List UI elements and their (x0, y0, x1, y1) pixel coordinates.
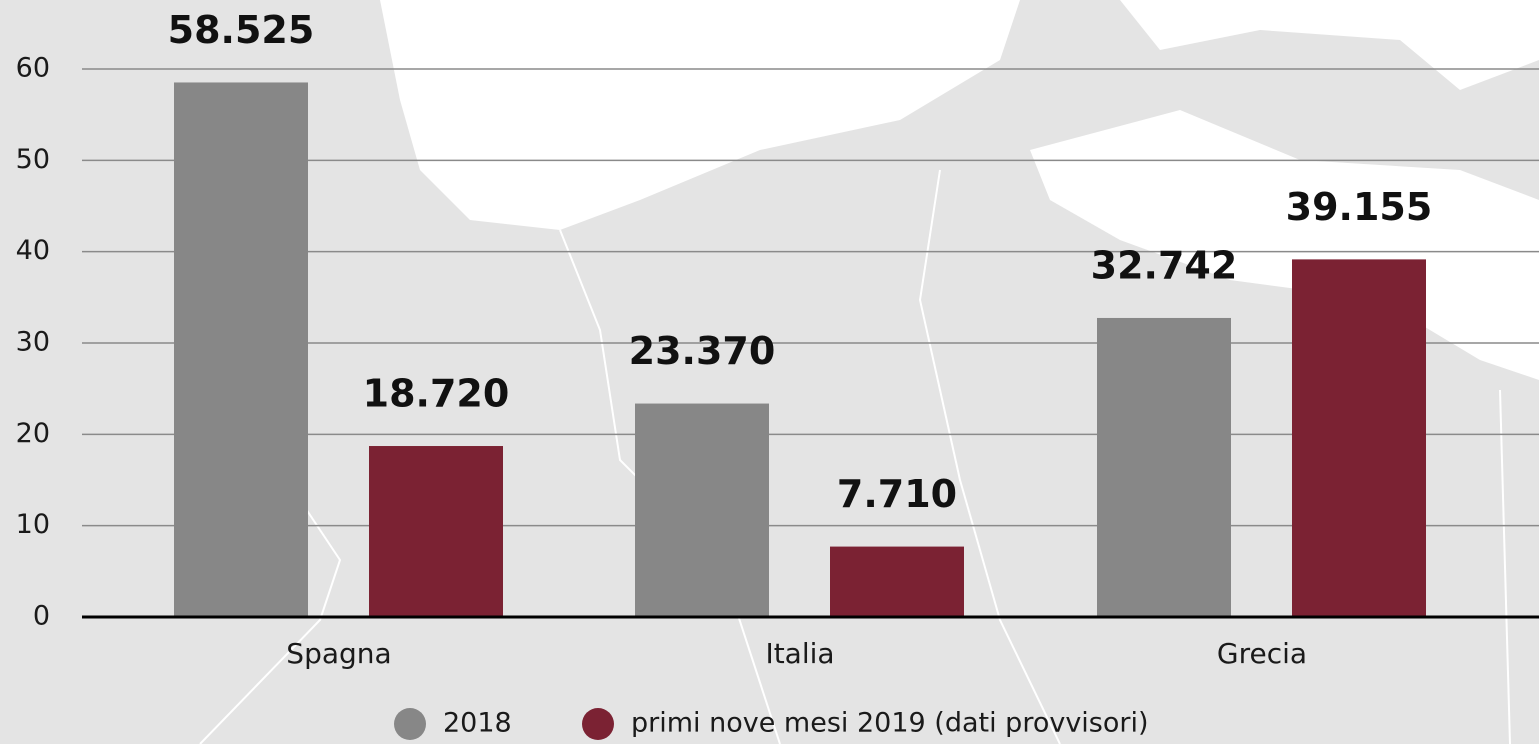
legend-swatch (582, 708, 614, 740)
value-label: 7.710 (837, 472, 957, 516)
y-tick-label: 40 (16, 235, 50, 266)
legend-label: 2018 (443, 708, 512, 739)
map-borders (199, 169, 1511, 744)
bar (1097, 317, 1231, 617)
legend-swatch (394, 708, 426, 740)
x-tick-label: Italia (765, 637, 834, 670)
x-tick-label: Spagna (286, 637, 391, 670)
y-tick-label: 50 (16, 144, 50, 175)
y-tick-label: 60 (16, 53, 50, 84)
x-tick-label: Grecia (1217, 637, 1307, 670)
y-tick-label: 20 (16, 418, 50, 449)
legend-label: primi nove mesi 2019 (dati provvisori) (631, 708, 1149, 739)
value-label: 58.525 (168, 8, 315, 52)
bar (174, 82, 308, 617)
y-tick-label: 0 (33, 601, 50, 632)
value-label: 23.370 (629, 329, 776, 373)
y-tick-label: 30 (16, 327, 50, 358)
bar (369, 446, 503, 617)
value-label: 18.720 (363, 372, 510, 416)
bar (830, 546, 964, 617)
bar (1292, 259, 1426, 617)
value-label: 32.742 (1091, 243, 1238, 287)
value-label: 39.155 (1286, 185, 1433, 229)
bar (635, 403, 769, 617)
y-tick-label: 10 (16, 509, 50, 540)
